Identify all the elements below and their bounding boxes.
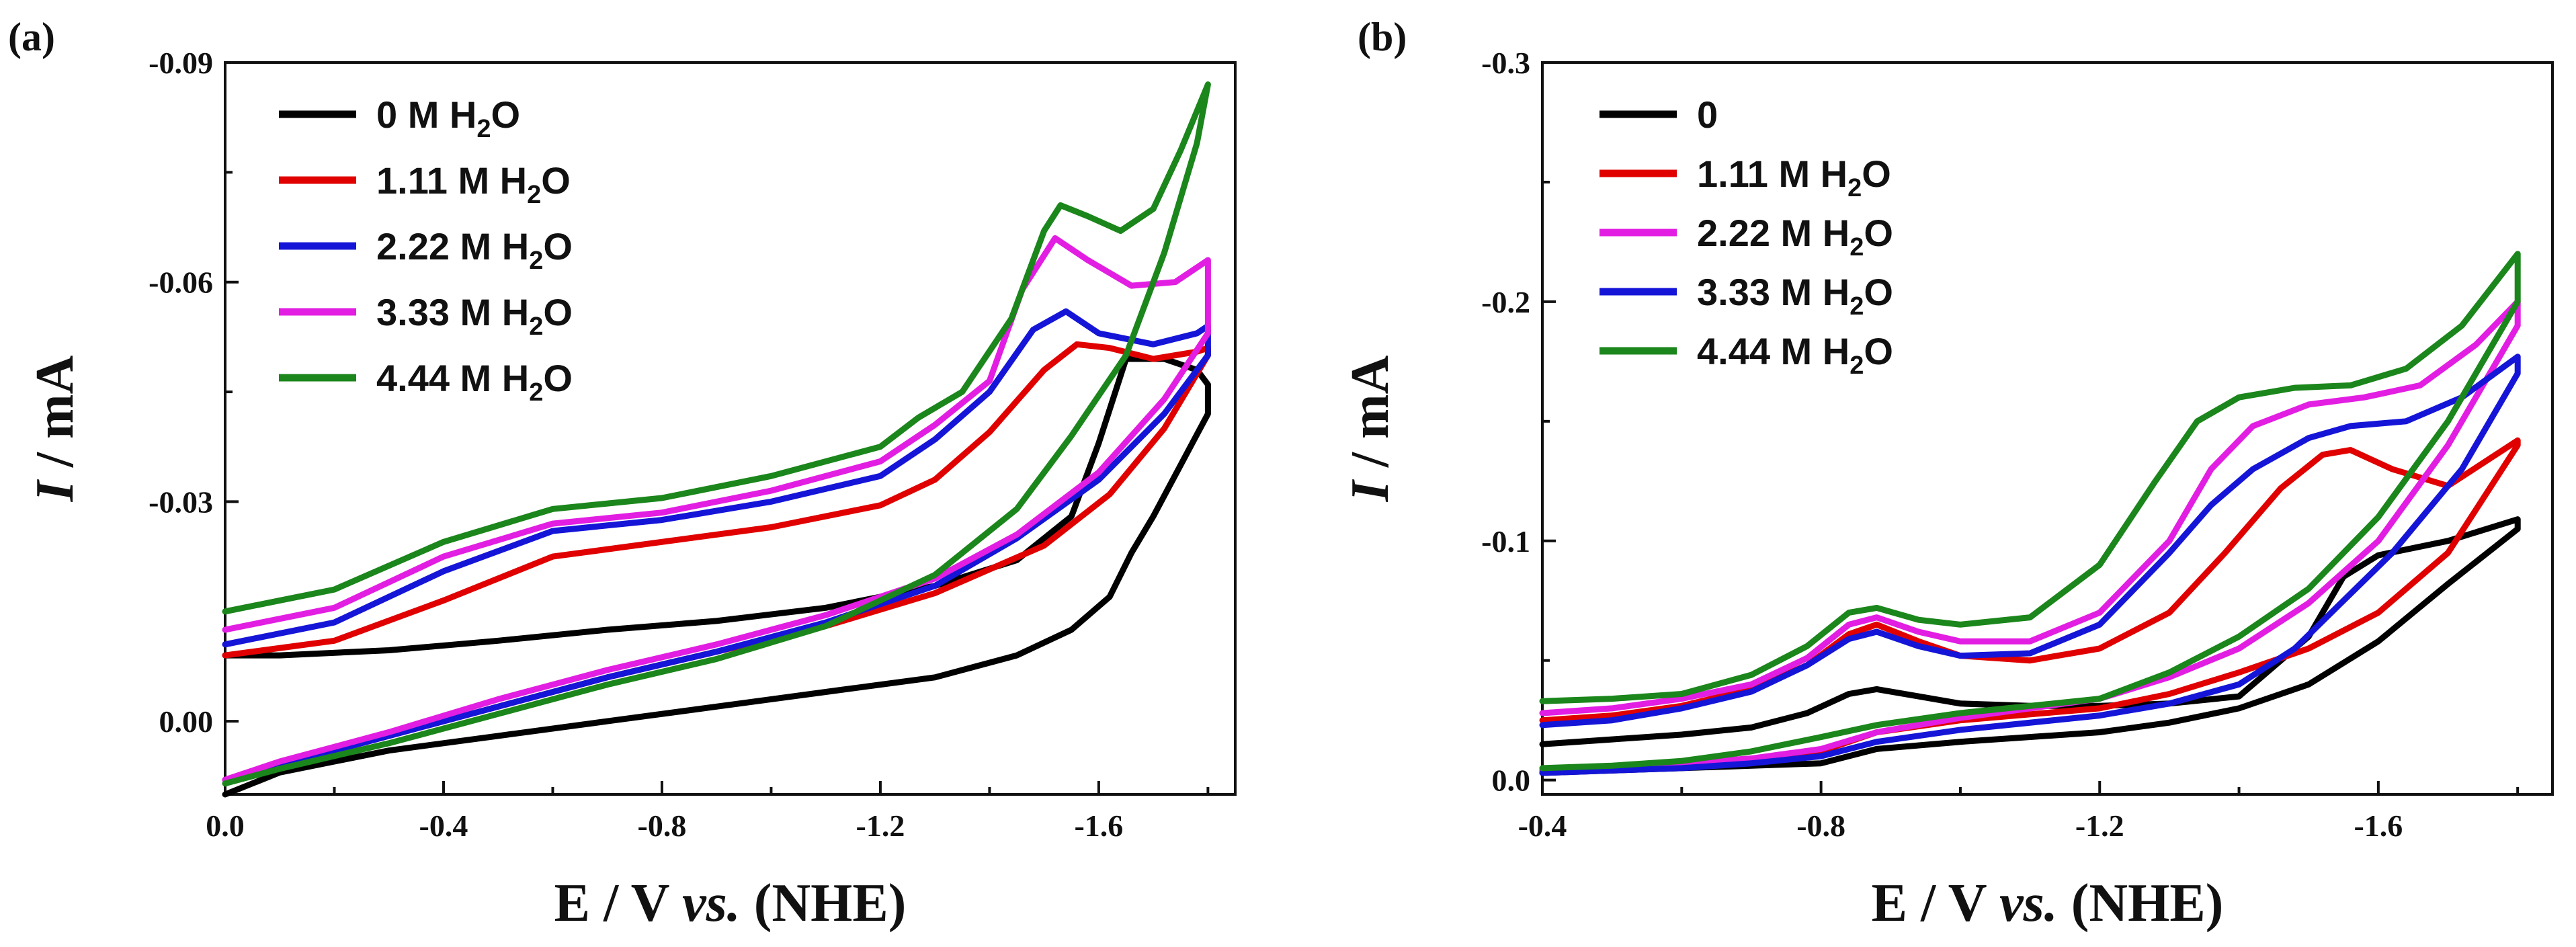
y-axis-title-part: / mA xyxy=(26,355,85,481)
legend-label-2: 1.11 M H2O xyxy=(1697,153,1891,202)
x-axis-title-italic: vs. xyxy=(682,874,741,933)
x-axis-title-part: E / V xyxy=(1872,874,1999,933)
x-tick-label: -1.2 xyxy=(856,809,905,843)
legend-label-main: 4.44 M H xyxy=(1697,330,1850,372)
x-axis-title-part: E / V xyxy=(554,874,682,933)
y-tick-label: -0.2 xyxy=(1481,285,1530,319)
plot-frame xyxy=(1542,63,2552,794)
legend-label-tail: O xyxy=(1862,153,1891,195)
y-tick-label: -0.3 xyxy=(1481,46,1530,80)
x-tick-label: -0.8 xyxy=(1796,809,1845,843)
x-axis-title: E / V vs. (NHE) xyxy=(554,874,907,933)
y-tick-label: -0.03 xyxy=(149,485,213,519)
legend-label-1: 0 M H2O xyxy=(376,93,520,143)
legend-label-tail: O xyxy=(491,93,521,136)
y-tick-label: -0.06 xyxy=(149,265,213,300)
y-tick-label: -0.1 xyxy=(1481,524,1530,559)
legend-label-main: 3.33 M H xyxy=(1697,271,1850,313)
x-axis-title-part: (NHE) xyxy=(741,874,907,933)
y-tick-label: 0.0 xyxy=(1492,764,1531,798)
legend-label-main: 4.44 M H xyxy=(376,357,529,399)
series-line-1 xyxy=(225,359,1208,794)
legend-label-subscript: 2 xyxy=(1850,352,1864,380)
y-axis-title: I / mA xyxy=(26,355,85,502)
legend-label-subscript: 2 xyxy=(529,247,543,275)
legend-label-main: 2.22 M H xyxy=(376,225,529,267)
legend-label-3: 2.22 M H2O xyxy=(376,225,573,275)
x-tick-label: -0.8 xyxy=(638,809,687,843)
series-line-2 xyxy=(225,344,1208,780)
legend-label-tail: O xyxy=(543,357,573,399)
chart-panel-b: -0.4 -0.8 -1.2 -1.6 0.0 -0.1 -0.2 -0.3 0 1.11 M H… xyxy=(1341,15,2552,933)
chart-panel-a: 0.0 -0.4 -0.8 -1.2 -1.6 0.00 -0.03 -0.06 -0.09 0 … xyxy=(8,15,1235,933)
legend-label-tail: O xyxy=(541,159,571,202)
series-line-1 xyxy=(1542,520,2518,773)
x-tick-label: -1.6 xyxy=(2354,809,2403,843)
legend-label-subscript: 2 xyxy=(529,313,543,341)
legend-label-3: 2.22 M H2O xyxy=(1697,212,1893,261)
panel-label: (a) xyxy=(8,15,55,59)
legend-label-main: 0 xyxy=(1697,93,1718,136)
legend-label-subscript: 2 xyxy=(1847,174,1862,202)
legend-label-main: 1.11 M H xyxy=(1697,153,1847,195)
x-tick-label: -1.6 xyxy=(1074,809,1123,843)
y-axis-title-italic: I xyxy=(26,479,85,502)
series-line-5 xyxy=(1542,254,2518,768)
legend-label-main: 2.22 M H xyxy=(1697,212,1850,254)
y-axis-title: I / mA xyxy=(1341,355,1400,502)
legend-label-4: 3.33 M H2O xyxy=(376,291,573,341)
legend-label-subscript: 2 xyxy=(476,115,491,143)
legend-label-5: 4.44 M H2O xyxy=(376,357,573,407)
legend-label-tail: O xyxy=(1864,330,1893,372)
legend-label-subscript: 2 xyxy=(527,181,541,209)
legend-label-main: 3.33 M H xyxy=(376,291,529,333)
legend-label-tail: O xyxy=(1864,212,1893,254)
x-axis-title-part: (NHE) xyxy=(2058,874,2224,933)
y-tick-label: -0.09 xyxy=(149,46,213,80)
legend-label-subscript: 2 xyxy=(1850,292,1864,321)
legend-label-5: 4.44 M H2O xyxy=(1697,330,1893,380)
legend-label-1: 0 xyxy=(1697,93,1718,136)
series-line-3 xyxy=(1542,302,2518,771)
panel-label: (b) xyxy=(1358,15,1407,59)
x-axis-title-italic: vs. xyxy=(1999,874,2058,933)
legend-label-tail: O xyxy=(543,225,573,267)
y-tick-label: 0.00 xyxy=(159,704,214,739)
legend-label-main: 1.11 M H xyxy=(376,159,527,202)
x-axis-title: E / V vs. (NHE) xyxy=(1872,874,2224,933)
legend-label-tail: O xyxy=(1864,271,1893,313)
legend-label-4: 3.33 M H2O xyxy=(1697,271,1893,321)
legend-label-subscript: 2 xyxy=(1850,233,1864,261)
series-line-5 xyxy=(225,85,1208,784)
legend-label-tail: O xyxy=(543,291,573,333)
legend-label-main: 0 M H xyxy=(376,93,476,136)
x-tick-label: -1.2 xyxy=(2075,809,2124,843)
legend-label-subscript: 2 xyxy=(529,378,543,407)
y-axis-title-italic: I xyxy=(1341,479,1400,502)
legend-label-2: 1.11 M H2O xyxy=(376,159,571,209)
y-axis-title-part: / mA xyxy=(1341,355,1400,481)
x-tick-label: 0.0 xyxy=(206,809,245,843)
x-tick-label: -0.4 xyxy=(419,809,468,843)
x-tick-label: -0.4 xyxy=(1518,809,1567,843)
figure: 0.0 -0.4 -0.8 -1.2 -1.60.00-0.03-0.06-0.090 … xyxy=(0,0,2576,947)
